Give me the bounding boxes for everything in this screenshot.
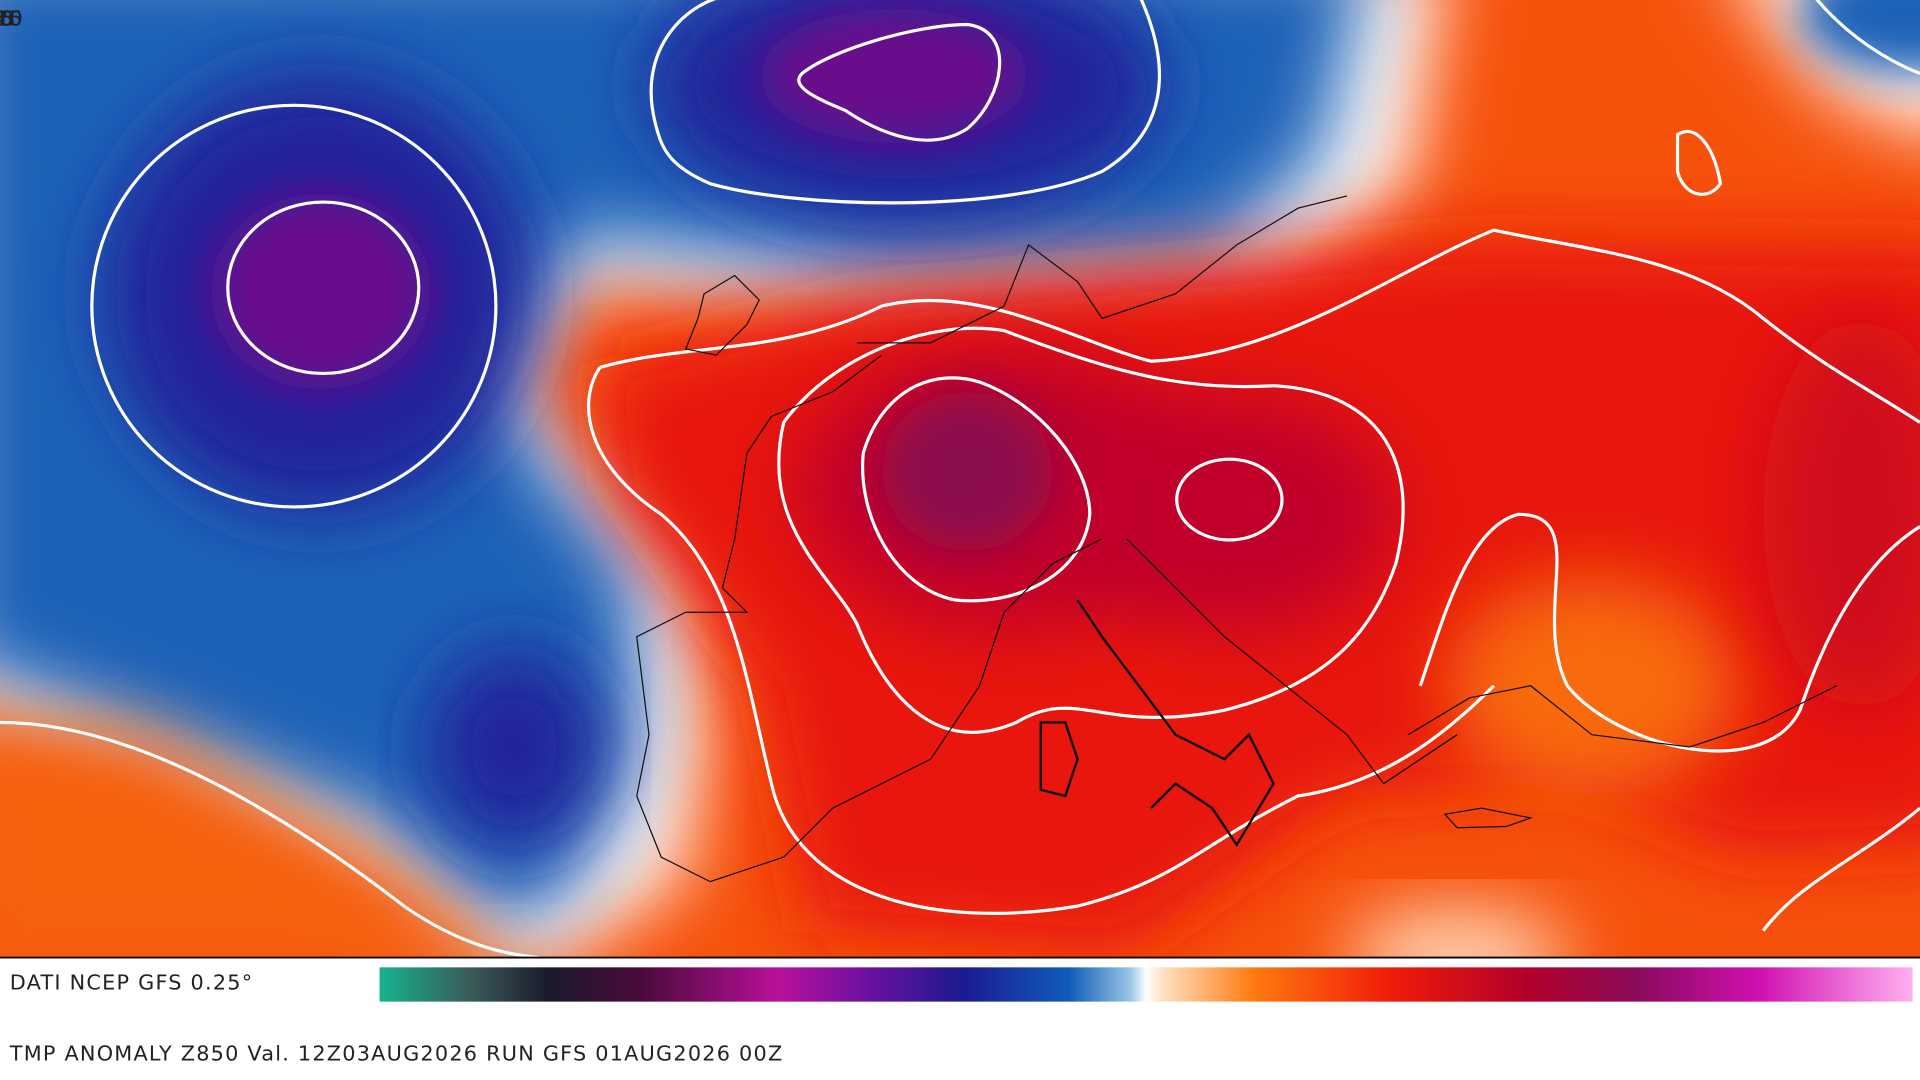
contour-line	[0, 720, 539, 958]
contour-line	[777, 326, 1405, 734]
caption: TMP ANOMALY Z850 Val. 12Z03AUG2026 RUN G…	[9, 1041, 784, 1065]
coastline	[1407, 685, 1838, 748]
contour-line	[861, 376, 1092, 603]
contour-line	[599, 228, 1920, 424]
contour-line	[586, 366, 1496, 915]
contour-line	[1815, 0, 1920, 75]
coastline	[1076, 599, 1275, 848]
contour-line	[1418, 512, 1920, 753]
colorbar-tick-label: −20	[0, 7, 24, 31]
coastline	[1126, 538, 1458, 785]
coastline	[857, 195, 1348, 344]
colorbar-tick-label: 0	[0, 7, 7, 31]
contour-line	[1175, 457, 1284, 542]
coastline	[684, 274, 760, 356]
contour-line	[1675, 129, 1723, 196]
contour-line	[649, 0, 1161, 205]
source-label: DATI NCEP GFS 0.25°	[10, 970, 254, 994]
colorbar-tick-label: 15	[0, 7, 14, 31]
colorbar	[379, 967, 1913, 1002]
contour-line	[226, 200, 421, 376]
colorbar-tick-label: −10	[0, 7, 24, 31]
contours	[0, 0, 1920, 958]
contour-line	[797, 22, 1002, 142]
colorbar-tick-label: −15	[0, 7, 24, 31]
colorbar-tick-label: 10	[0, 7, 14, 31]
colorbar-tick-label: 5	[0, 7, 7, 31]
coastline	[636, 354, 1103, 883]
coastline	[1443, 807, 1533, 829]
coastline	[1039, 721, 1079, 798]
anomaly-field	[0, 0, 1920, 958]
contour-line	[1761, 806, 1920, 932]
contour-line	[90, 103, 498, 509]
coastlines	[636, 195, 1838, 883]
colorbar-tick-label: 20	[0, 7, 14, 31]
colorbar-tick-label: −5	[0, 7, 17, 31]
